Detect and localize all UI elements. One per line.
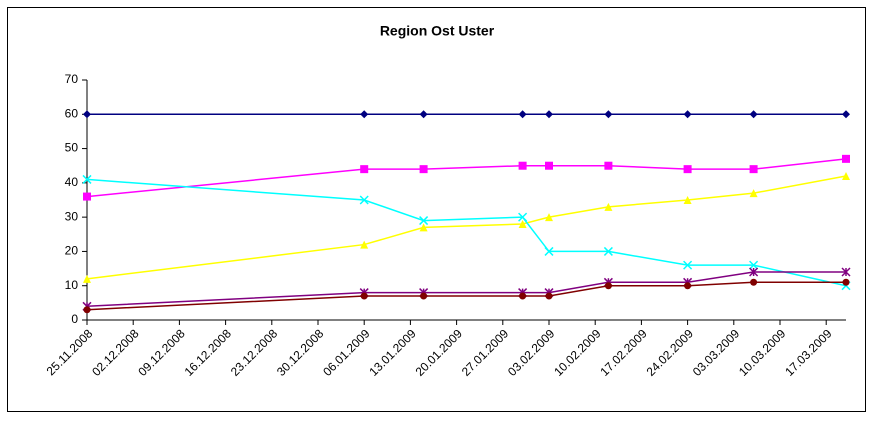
chart-border <box>7 7 866 412</box>
marker <box>359 195 369 205</box>
marker <box>419 223 428 232</box>
marker <box>83 274 91 283</box>
marker <box>518 220 527 228</box>
y-tick-label: 70 <box>65 72 79 86</box>
marker <box>842 172 850 180</box>
marker <box>684 282 692 290</box>
marker <box>82 174 92 184</box>
marker <box>518 110 527 119</box>
marker <box>83 192 91 201</box>
marker <box>604 282 612 290</box>
marker <box>519 292 527 300</box>
marker <box>544 246 554 256</box>
marker <box>545 213 553 222</box>
y-tick-label: 60 <box>65 106 79 120</box>
marker <box>360 165 369 174</box>
y-tick-label: 20 <box>65 244 79 258</box>
marker <box>749 267 759 277</box>
marker <box>419 216 429 226</box>
marker <box>842 154 850 163</box>
marker <box>749 110 758 119</box>
marker <box>749 165 758 174</box>
marker <box>604 110 613 119</box>
marker <box>83 110 91 119</box>
chart-title: Region Ost Uster <box>380 23 495 39</box>
marker <box>683 196 692 204</box>
marker <box>603 246 613 256</box>
marker <box>683 260 693 270</box>
y-tick-label: 0 <box>71 312 78 326</box>
marker <box>683 110 692 119</box>
marker <box>83 306 91 314</box>
marker <box>360 240 369 249</box>
marker <box>749 189 758 198</box>
marker <box>545 292 553 300</box>
y-tick-label: 30 <box>65 209 79 223</box>
marker <box>749 260 759 270</box>
marker <box>604 202 613 211</box>
y-tick-label: 50 <box>65 141 79 155</box>
marker <box>683 165 692 174</box>
y-tick-label: 10 <box>65 278 79 292</box>
marker <box>420 292 428 300</box>
marker <box>604 161 613 170</box>
marker <box>545 161 553 170</box>
marker <box>518 161 527 170</box>
marker <box>841 267 851 277</box>
marker <box>360 292 368 300</box>
marker <box>842 110 850 119</box>
marker <box>360 110 369 119</box>
marker <box>518 212 528 222</box>
marker <box>750 278 758 286</box>
marker <box>842 278 850 286</box>
marker <box>545 110 553 119</box>
marker <box>419 110 428 119</box>
marker <box>419 165 428 174</box>
y-tick-label: 40 <box>65 175 79 189</box>
